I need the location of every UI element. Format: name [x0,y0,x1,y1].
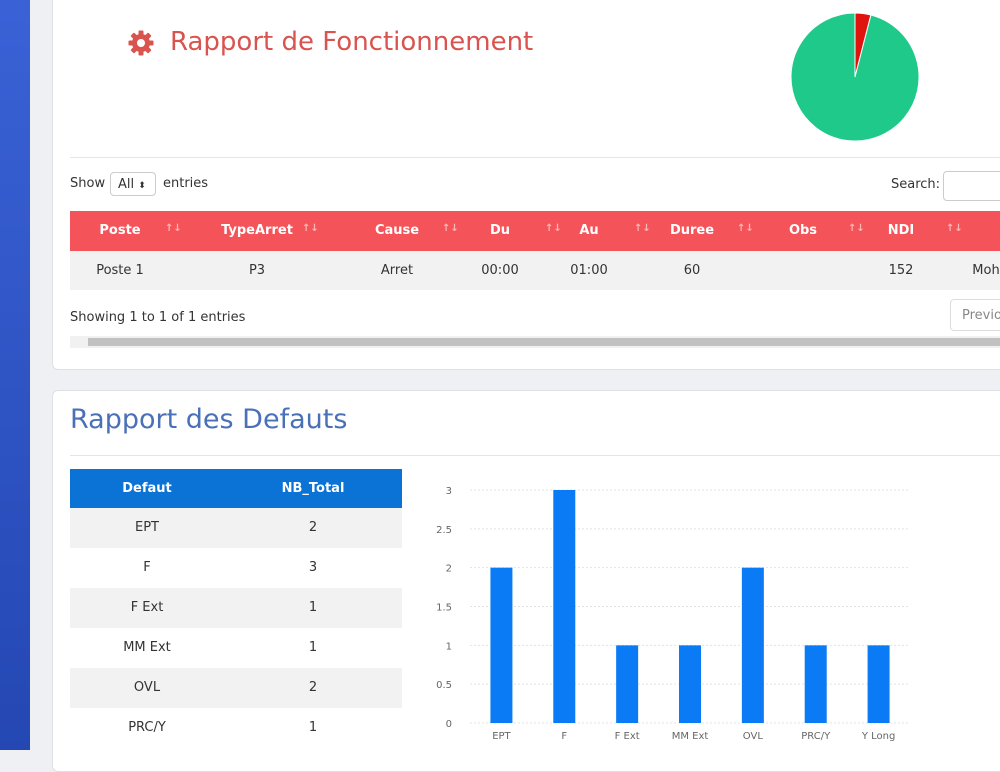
table-info: Showing 1 to 1 of 1 entries [70,310,246,325]
column-header: Obs [788,223,818,238]
y-tick-label: 0.5 [436,680,452,691]
sort-icon: ↑↓ [302,223,319,234]
sort-icon: ↑↓ [165,223,182,234]
bar-chart: 0 0.5 1 1.5 2 2.5 3 EPT F F Ext MM Ext OVL PRC/Y Y Lo… [436,486,910,742]
column-header: NB_Total [281,481,345,496]
x-tick-label: F Ext [615,731,640,742]
gear-icon [128,30,154,56]
divider [70,157,1000,158]
bar [741,567,764,723]
table-cell: 1 [308,720,318,735]
y-tick-label: 3 [446,486,452,497]
table-cell: 3 [308,560,318,575]
x-tick-label: OVL [743,731,764,742]
previous-button[interactable]: Previo [950,299,1000,331]
x-tick-label: Y Long [861,731,896,742]
pie-slice [790,12,920,142]
table-cell: F Ext [130,600,164,615]
table-cell: Poste 1 [96,263,144,278]
defects-header: Defaut NB_Total [70,469,402,508]
table-cell: P3 [248,263,266,278]
table-cell: Moha [972,263,1000,278]
x-tick-label: EPT [492,731,511,742]
defects-row: MM Ext 1 [70,628,402,668]
y-tick-label: 1.5 [436,603,452,614]
sort-icon: ↑↓ [442,223,459,234]
table-header: Poste ↑↓ TypeArret ↑↓ Cause ↑↓ Du ↑↓ Au ↑↓ Duree ↑↓… [70,211,1000,251]
length-select[interactable]: All ⬍ [110,172,156,196]
column-header: Duree [669,223,715,238]
table-cell: Arret [380,263,414,278]
y-tick-label: 1 [446,641,452,652]
bar [616,645,639,723]
x-tick-label: F [561,731,567,742]
pie-chart [790,12,920,142]
bar [490,567,513,723]
sort-icon: ↑↓ [848,223,865,234]
scrollbar[interactable] [70,336,1000,348]
defects-title: Rapport des Defauts [70,404,348,435]
column-header: Du [489,223,511,238]
sort-icon: ↑↓ [634,223,651,234]
column-header: TypeArret [221,223,293,238]
table-cell: 01:00 [570,263,608,278]
x-tick-label: MM Ext [672,731,709,742]
defects-row: EPT 2 [70,508,402,548]
table-row: Poste 1 P3 Arret 00:00 01:00 60 152 Moha [70,251,1000,290]
table-cell: 00:00 [481,263,519,278]
search-label: Search: [891,177,941,192]
divider [70,455,1000,456]
defects-row: F Ext 1 [70,588,402,628]
bar [804,645,827,723]
defects-table: Defaut NB_Total EPT 2 F 3 F Ext 1 MM Ext 1 OVL 2 PRC… [70,469,402,750]
sort-icon: ↑↓ [545,223,562,234]
sidebar [0,0,30,750]
table-cell: 152 [888,263,914,278]
table-cell: OVL [133,680,161,695]
bar [867,645,890,723]
column-header: Cause [374,223,420,238]
table-cell: 1 [308,600,318,615]
defects-row: OVL 2 [70,668,402,708]
table-cell: PRC/Y [128,720,166,735]
show-label: Show [70,176,106,191]
y-tick-label: 2.5 [436,525,452,536]
table-cell: EPT [135,520,159,535]
column-header: Poste [99,223,141,238]
table-cell: 2 [308,520,318,535]
length-value: All [118,177,135,192]
table-cell: 1 [308,640,318,655]
table-cell: MM Ext [123,640,171,655]
entries-label: entries [163,176,209,191]
table-cell: F [143,560,151,575]
column-header: Au [579,223,599,238]
table-cell: 2 [308,680,318,695]
search-input[interactable] [943,171,1000,201]
x-tick-label: PRC/Y [801,731,831,742]
sort-icon: ↑↓ [946,223,963,234]
column-header: NDI [887,223,915,238]
y-tick-label: 2 [446,564,452,575]
defects-row: PRC/Y 1 [70,708,402,748]
table-cell: 60 [683,263,701,278]
bar [553,490,576,723]
column-header: Defaut [122,481,172,496]
sort-icon: ↑↓ [737,223,754,234]
bar [679,645,701,723]
y-tick-label: 0 [446,719,452,730]
page-title: Rapport de Fonctionnement [170,27,534,57]
